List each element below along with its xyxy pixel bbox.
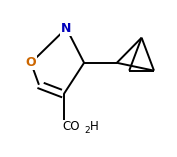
Text: H: H (89, 119, 98, 133)
Text: 2: 2 (84, 126, 90, 135)
Text: CO: CO (63, 119, 80, 133)
Text: N: N (61, 22, 72, 35)
Text: O: O (26, 56, 36, 69)
